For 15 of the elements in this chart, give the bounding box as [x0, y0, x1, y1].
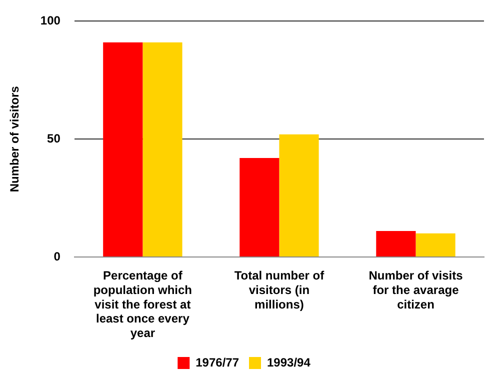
bar — [416, 233, 456, 256]
bar — [240, 158, 280, 256]
bar — [279, 134, 319, 256]
y-tick-label: 0 — [54, 249, 61, 264]
legend-label: 1976/77 — [196, 355, 240, 370]
bar — [103, 42, 143, 256]
y-tick-label: 50 — [47, 131, 61, 146]
bar — [142, 42, 182, 256]
y-tick-label: 100 — [40, 14, 61, 28]
y-axis-title: Number of visitors — [8, 86, 22, 192]
bar — [376, 231, 416, 256]
legend-label: 1993/94 — [267, 355, 311, 370]
x-tick-label: Total number of visitors (in millions) — [234, 268, 326, 312]
x-tick-label: Percentage of population which visit the forest at least once every year — [93, 268, 192, 340]
x-tick-label: Number of visits for the avarage citizen — [368, 268, 464, 312]
